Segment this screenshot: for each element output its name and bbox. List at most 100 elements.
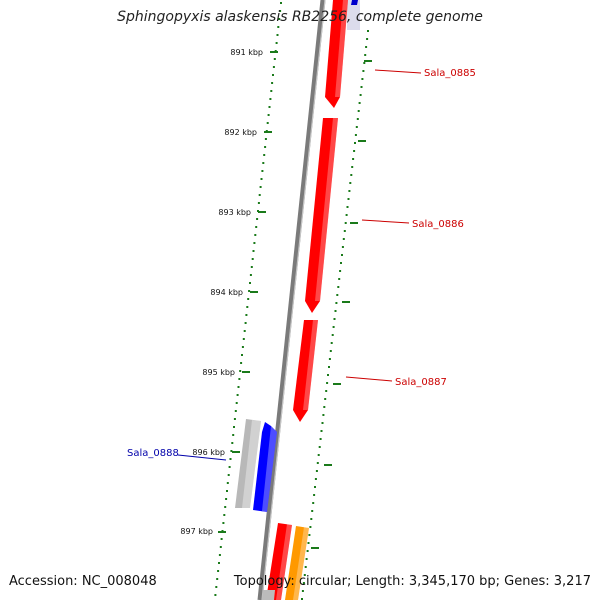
gene-label-sala-0888[interactable]: Sala_0888: [127, 448, 179, 459]
bottom-feature-red[interactable]: [266, 523, 292, 600]
minor-tick: [325, 390, 328, 392]
tick-label: 893 kbp: [218, 208, 251, 217]
minor-tick: [350, 174, 353, 176]
minor-tick: [302, 582, 305, 584]
leader-line-sala-0885: [374, 69, 422, 74]
minor-tick: [279, 10, 282, 12]
minor-tick: [336, 294, 339, 296]
minor-tick: [219, 546, 222, 548]
minor-tick: [264, 138, 267, 140]
minor-tick: [360, 86, 363, 88]
minor-tick: [363, 62, 366, 64]
minor-tick: [318, 446, 321, 448]
genome-backbone: [257, 0, 326, 600]
minor-tick: [366, 38, 369, 40]
genome-summary-label: Topology: circular; Length: 3,345,170 bp…: [233, 574, 591, 589]
top-pseudogene-fragment: [347, 0, 360, 30]
minor-tick: [304, 566, 307, 568]
minor-tick: [331, 334, 334, 336]
minor-tick: [356, 118, 359, 120]
bottom-pseudogene: [262, 590, 275, 600]
gene-label-sala-0886[interactable]: Sala_0886: [412, 219, 464, 230]
minor-tick: [311, 510, 314, 512]
minor-tick: [327, 374, 329, 376]
minor-tick: [301, 598, 303, 600]
minor-tick: [276, 34, 279, 36]
minor-tick: [232, 434, 235, 436]
minor-tick: [225, 498, 228, 500]
minor-tick: [238, 378, 241, 380]
minor-tick: [305, 558, 308, 560]
minor-tick: [248, 290, 251, 292]
minor-tick: [218, 554, 221, 556]
minor-tick: [354, 142, 356, 144]
minor-tick: [347, 198, 350, 200]
bottom-feature-orange[interactable]: [285, 526, 309, 600]
tick-label-group: 891 kbp 892 kbp 893 kbp 894 kbp 895 kbp …: [180, 48, 263, 536]
minor-tick-marks: [214, 2, 369, 600]
page-title: Sphingopyxis alaskensis RB2256, complete…: [117, 9, 483, 25]
minor-tick: [233, 426, 235, 428]
minor-tick: [257, 202, 260, 204]
minor-tick: [364, 54, 367, 56]
minor-tick: [339, 270, 342, 272]
minor-tick: [239, 370, 242, 372]
minor-tick: [236, 394, 239, 396]
minor-tick: [271, 82, 274, 84]
minor-tick: [341, 246, 344, 248]
minor-tick: [262, 162, 265, 164]
gene-label-sala-0885[interactable]: Sala_0885: [424, 68, 476, 79]
minor-tick: [280, 2, 282, 4]
minor-tick: [315, 470, 318, 472]
minor-tick: [312, 502, 315, 504]
minor-tick: [345, 214, 348, 216]
tick-label: 891 kbp: [230, 48, 263, 57]
minor-tick: [261, 170, 264, 172]
tick-label: 897 kbp: [180, 527, 213, 536]
gene-label-sala-0887[interactable]: Sala_0887: [395, 377, 447, 388]
minor-tick: [231, 442, 234, 444]
minor-tick: [228, 466, 231, 468]
minor-tick: [253, 242, 256, 244]
minor-tick: [222, 522, 225, 524]
minor-tick: [359, 94, 362, 96]
minor-tick: [214, 594, 217, 596]
tick-label: 894 kbp: [210, 288, 243, 297]
minor-tick: [328, 358, 331, 360]
minor-tick: [306, 550, 309, 552]
leader-line-sala-0888: [177, 454, 227, 461]
minor-tick: [216, 578, 219, 580]
minor-tick: [229, 458, 232, 460]
minor-tick: [245, 314, 248, 316]
minor-tick: [353, 150, 356, 152]
pseudogene-bar[interactable]: [235, 419, 261, 508]
minor-tick: [341, 254, 343, 256]
gene-arrow-sala-0886[interactable]: [305, 118, 338, 313]
minor-tick: [247, 298, 250, 300]
minor-tick: [332, 326, 335, 328]
minor-tick: [323, 406, 326, 408]
minor-tick: [320, 430, 323, 432]
gene-arrow-sala-0888[interactable]: [253, 422, 277, 512]
minor-tick: [254, 234, 257, 236]
major-tick-marks: [218, 51, 372, 549]
minor-tick: [227, 474, 230, 476]
minor-tick: [333, 318, 336, 320]
minor-tick: [278, 18, 281, 20]
minor-tick: [361, 78, 364, 80]
minor-tick: [240, 362, 243, 364]
minor-tick: [226, 482, 229, 484]
minor-tick: [273, 58, 276, 60]
minor-tick: [355, 126, 358, 128]
minor-tick: [344, 222, 347, 224]
minor-tick: [365, 46, 368, 48]
leader-line-sala-0886: [361, 219, 410, 224]
minor-tick: [230, 450, 233, 452]
minor-tick: [251, 258, 254, 260]
gene-arrow-sala-0887[interactable]: [293, 320, 318, 422]
minor-tick: [326, 382, 329, 384]
leader-line-sala-0887: [345, 376, 393, 382]
minor-tick: [249, 274, 252, 276]
gene-arrow-sala-0885[interactable]: [325, 0, 348, 108]
